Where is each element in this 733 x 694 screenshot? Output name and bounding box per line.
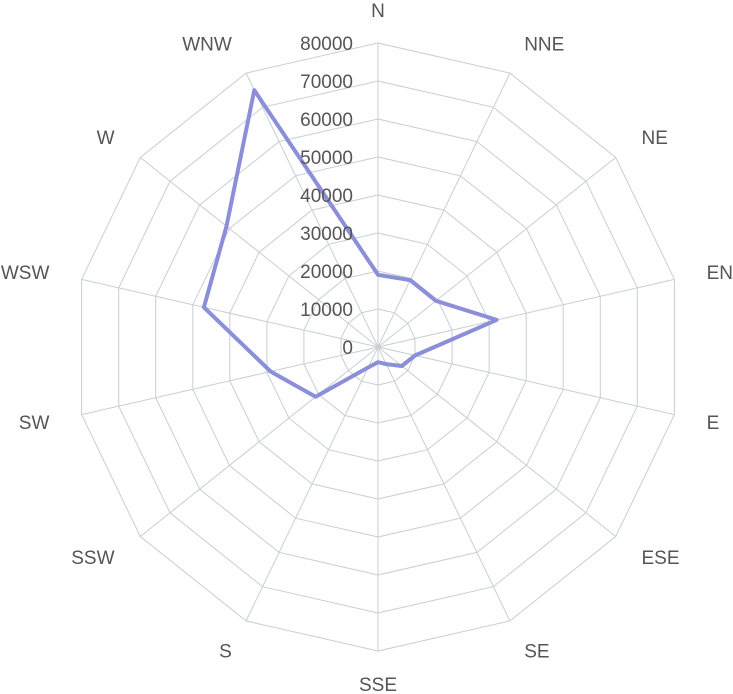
category-label: S <box>219 642 232 663</box>
grid-spoke <box>139 346 379 537</box>
category-label: E <box>707 413 720 434</box>
tick-label: 30000 <box>300 224 353 245</box>
tick-label: 70000 <box>300 72 353 93</box>
grid-spoke <box>377 157 617 348</box>
tick-label: 40000 <box>300 186 353 207</box>
radar-grid <box>81 42 675 652</box>
grid-spoke <box>377 346 617 537</box>
category-label: ESE <box>642 548 680 569</box>
category-label: N <box>371 1 385 22</box>
category-label: WNW <box>182 34 232 55</box>
category-label: NE <box>642 128 668 149</box>
category-label: WSW <box>1 263 50 284</box>
grid-spoke <box>245 346 379 622</box>
grid-spoke <box>245 72 379 348</box>
tick-label: 80000 <box>300 34 353 55</box>
category-label: SW <box>19 413 50 434</box>
grid-spoke <box>81 278 379 348</box>
tick-label: 50000 <box>300 148 353 169</box>
category-label: SE <box>524 642 549 663</box>
series-line <box>201 88 499 399</box>
tick-label: 20000 <box>300 262 353 283</box>
tick-label: 0 <box>342 338 353 359</box>
category-label: SSW <box>71 548 114 569</box>
tick-label: 60000 <box>300 110 353 131</box>
category-label: W <box>97 128 115 149</box>
grid-spoke <box>377 346 675 416</box>
grid-spoke <box>139 157 379 348</box>
grid-spoke <box>377 278 675 348</box>
grid-spoke <box>377 346 511 622</box>
radar-series-layer <box>201 88 499 399</box>
grid-spoke <box>377 72 511 348</box>
category-label: ENE <box>707 263 733 284</box>
category-label: SSE <box>359 675 397 694</box>
radial-tick-labels: 0 10000 20000 30000 40000 50000 60000 70000 8000… <box>300 34 353 359</box>
tick-label: 10000 <box>300 300 353 321</box>
grid-spoke <box>81 346 379 416</box>
category-label: NNE <box>524 34 564 55</box>
